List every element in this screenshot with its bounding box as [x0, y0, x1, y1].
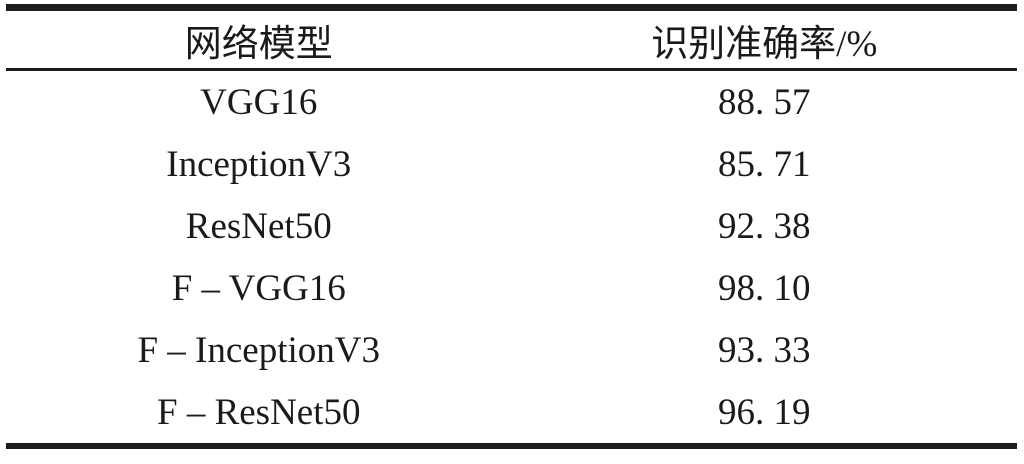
column-header-recognition-accuracy: 识别准确率/% [651, 23, 878, 65]
table-row: InceptionV3 85. 71 [6, 133, 1017, 195]
table-row: F – VGG16 98. 10 [6, 257, 1017, 319]
results-table: 网络模型 识别准确率/% VGG16 88. 57 InceptionV3 85… [6, 4, 1017, 449]
table-row: F – ResNet50 96. 19 [6, 381, 1017, 446]
accuracy-cell: 98. 10 [718, 267, 811, 309]
model-cell: F – InceptionV3 [137, 329, 381, 371]
model-cell: F – ResNet50 [157, 391, 361, 433]
table-row: ResNet50 92. 38 [6, 195, 1017, 257]
model-cell: F – VGG16 [171, 267, 346, 309]
header-row: 网络模型 识别准确率/% [6, 8, 1017, 70]
column-header-network-model: 网络模型 [184, 23, 333, 65]
model-cell: ResNet50 [185, 205, 332, 247]
model-cell: InceptionV3 [166, 143, 352, 185]
accuracy-cell: 92. 38 [718, 205, 811, 247]
accuracy-cell: 93. 33 [718, 329, 811, 371]
model-cell: VGG16 [200, 81, 318, 123]
table-row: F – InceptionV3 93. 33 [6, 319, 1017, 381]
results-table-figure: 网络模型 识别准确率/% VGG16 88. 57 InceptionV3 85… [6, 4, 1017, 449]
table-row: VGG16 88. 57 [6, 70, 1017, 134]
accuracy-cell: 88. 57 [718, 81, 811, 123]
accuracy-cell: 85. 71 [718, 143, 811, 185]
accuracy-cell: 96. 19 [718, 391, 811, 433]
